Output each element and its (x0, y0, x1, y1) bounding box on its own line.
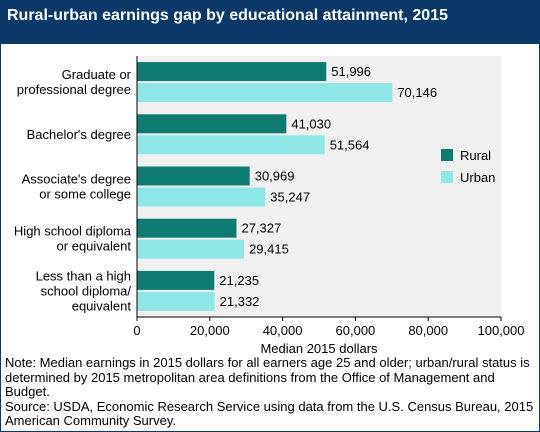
category-label: Less than a high school diploma/equivalen… (36, 268, 132, 313)
category-label: Graduate or professional degree (17, 67, 132, 97)
bar-urban (137, 291, 215, 311)
category-label: Associate's degree or some college (22, 172, 131, 202)
data-label-rural: 21,235 (219, 273, 259, 288)
bar-urban (137, 83, 393, 103)
bar-urban (137, 187, 266, 207)
x-tick-label: 0 (133, 323, 140, 338)
legend-swatch-urban (441, 171, 453, 183)
x-tick-label: 80,000 (408, 323, 448, 338)
data-label-rural: 51,996 (331, 64, 371, 79)
chart-title: Rural-urban earnings gap by educational … (7, 7, 448, 24)
category-label: Bachelor's degree (27, 127, 131, 142)
data-label-urban: 21,332 (220, 294, 260, 309)
note-text: Note: Median earnings in 2015 dollars fo… (5, 355, 530, 400)
x-tick-label: 40,000 (263, 323, 303, 338)
bar-rural (137, 62, 327, 82)
legend-swatch-rural (441, 149, 453, 161)
bar-chart: 51,996 70,146 Graduate or professional degr… (14, 56, 525, 355)
bar-rural (137, 166, 250, 186)
bar-rural (137, 218, 237, 238)
source-text: Source: USDA, Economic Research Service … (5, 398, 534, 429)
chart-notes: Note: Median earnings in 2015 dollars fo… (5, 355, 535, 429)
data-label-rural: 27,327 (241, 221, 281, 236)
x-tick-label: 20,000 (190, 323, 230, 338)
category-label: High school diploma or equivalent (14, 224, 132, 254)
bar-rural (137, 270, 215, 290)
bar-rural (137, 114, 287, 134)
x-tick-label: 60,000 (336, 323, 376, 338)
data-label-urban: 51,564 (330, 137, 370, 152)
data-label-rural: 41,030 (291, 116, 331, 131)
data-label-urban: 35,247 (270, 190, 310, 205)
legend-label-rural: Rural (460, 148, 491, 163)
data-label-urban: 29,415 (249, 242, 289, 257)
title-banner: Rural-urban earnings gap by educational … (1, 1, 539, 44)
bar-urban (137, 135, 325, 155)
bar-urban (137, 239, 245, 259)
data-label-urban: 70,146 (397, 85, 437, 100)
x-tick-label: 100,000 (478, 323, 525, 338)
legend-label-urban: Urban (460, 170, 495, 185)
x-axis-label: Median 2015 dollars (260, 341, 378, 355)
data-label-rural: 30,969 (255, 169, 295, 184)
